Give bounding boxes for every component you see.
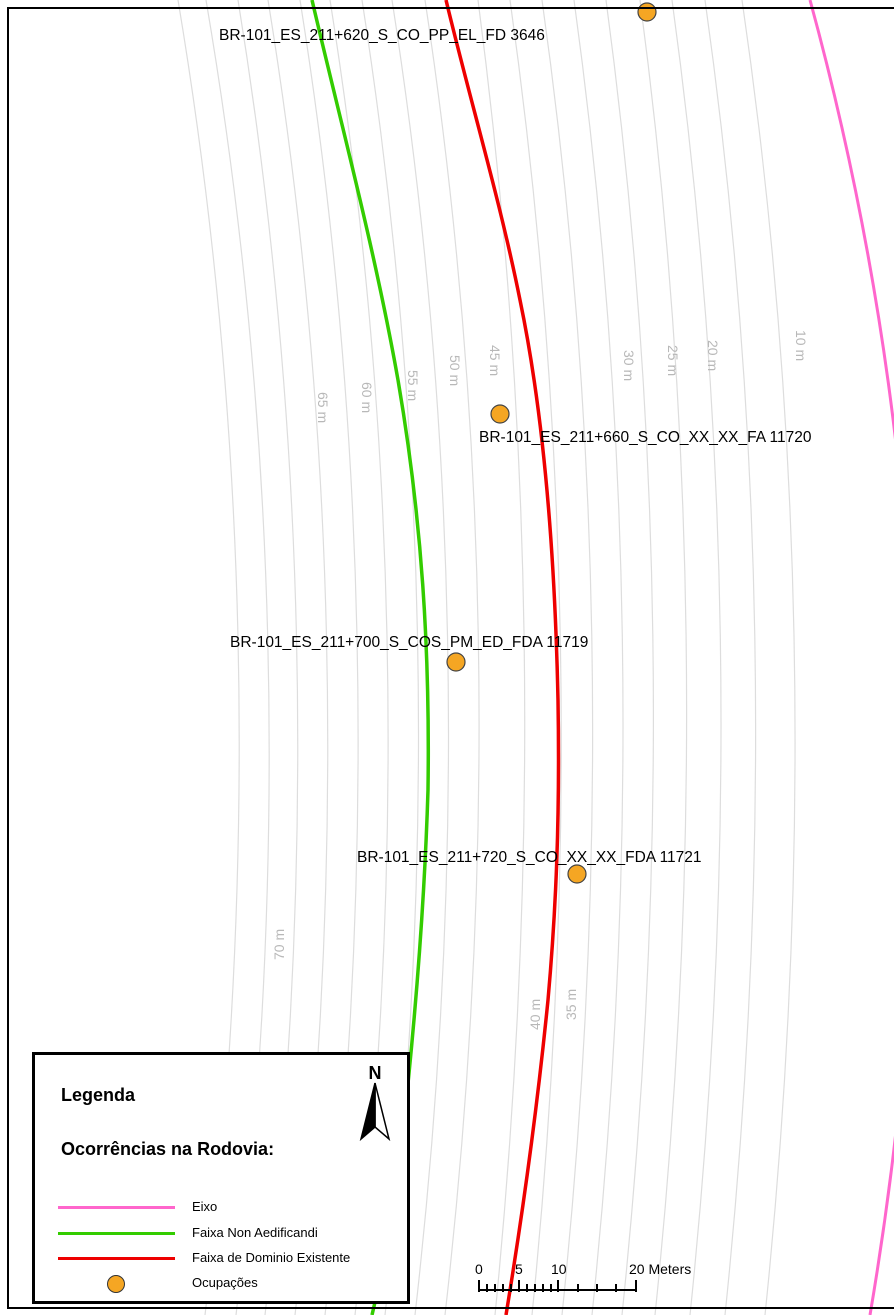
scale-bar xyxy=(478,1280,637,1292)
north-arrow-icon xyxy=(359,1082,391,1142)
legend-label: Faixa de Dominio Existente xyxy=(192,1250,351,1265)
legend-label: Ocupações xyxy=(192,1275,258,1290)
contour-label: 20 m xyxy=(705,340,721,371)
contour-label: 45 m xyxy=(487,345,503,376)
legend-label: Eixo xyxy=(192,1199,218,1214)
contour-label: 50 m xyxy=(447,355,463,386)
occurrence-label: BR-101_ES_211+700_S_COS_PM_ED_FDA 11719 xyxy=(230,634,588,651)
faixa-dominio-line[interactable] xyxy=(444,0,561,1315)
contour-label: 55 m xyxy=(405,370,421,401)
faixa-dominio-swatch xyxy=(58,1257,175,1260)
eixo-swatch xyxy=(58,1206,175,1209)
contour-label: 60 m xyxy=(359,382,375,413)
contour-label: 70 m xyxy=(271,929,287,960)
scale-tick-label: 5 xyxy=(515,1261,523,1277)
contour-label: 30 m xyxy=(621,350,637,381)
scale-tick-label: 0 xyxy=(475,1261,483,1277)
occurrence-label: BR-101_ES_211+720_S_CO_XX_XX_FDA 11721 xyxy=(357,849,702,866)
north-label: N xyxy=(368,1063,382,1083)
legend-panel: Legenda Ocorrências na Rodovia: Eixo Fai… xyxy=(32,1052,410,1304)
legend-item-ocupacoes: Ocupações xyxy=(35,1273,405,1295)
occurrence-point[interactable] xyxy=(446,652,466,672)
legend-label: Faixa Non Aedificandi xyxy=(192,1225,318,1240)
contour-label: 65 m xyxy=(315,392,331,423)
faixa-non-aedificandi-swatch xyxy=(58,1232,175,1235)
ocupacoes-swatch xyxy=(107,1275,125,1293)
legend-item-eixo: Eixo xyxy=(35,1197,405,1219)
occurrence-point[interactable] xyxy=(637,2,657,22)
scale-tick-label: 10 xyxy=(551,1261,567,1277)
eixo-line[interactable] xyxy=(808,0,894,1315)
occurrence-point[interactable] xyxy=(567,864,587,884)
contour-label: 25 m xyxy=(665,345,681,376)
legend-subtitle: Ocorrências na Rodovia: xyxy=(61,1139,275,1159)
north-arrow: N xyxy=(353,1063,397,1143)
occurrence-point[interactable] xyxy=(490,404,510,424)
legend-item-faixa-dominio: Faixa de Dominio Existente xyxy=(35,1248,405,1270)
contour-label: 40 m xyxy=(527,999,543,1030)
scale-tick-label: 20 Meters xyxy=(629,1261,691,1277)
contour-label: 10 m xyxy=(793,330,809,361)
occurrence-label: BR-101_ES_211+660_S_CO_XX_XX_FA 11720 xyxy=(479,429,812,446)
occurrence-label: BR-101_ES_211+620_S_CO_PP_EL_FD 3646 xyxy=(219,27,545,44)
legend-title: Legenda xyxy=(61,1085,136,1105)
contour-label: 35 m xyxy=(563,989,579,1020)
legend-item-faixa-non-aedificandi: Faixa Non Aedificandi xyxy=(35,1223,405,1245)
